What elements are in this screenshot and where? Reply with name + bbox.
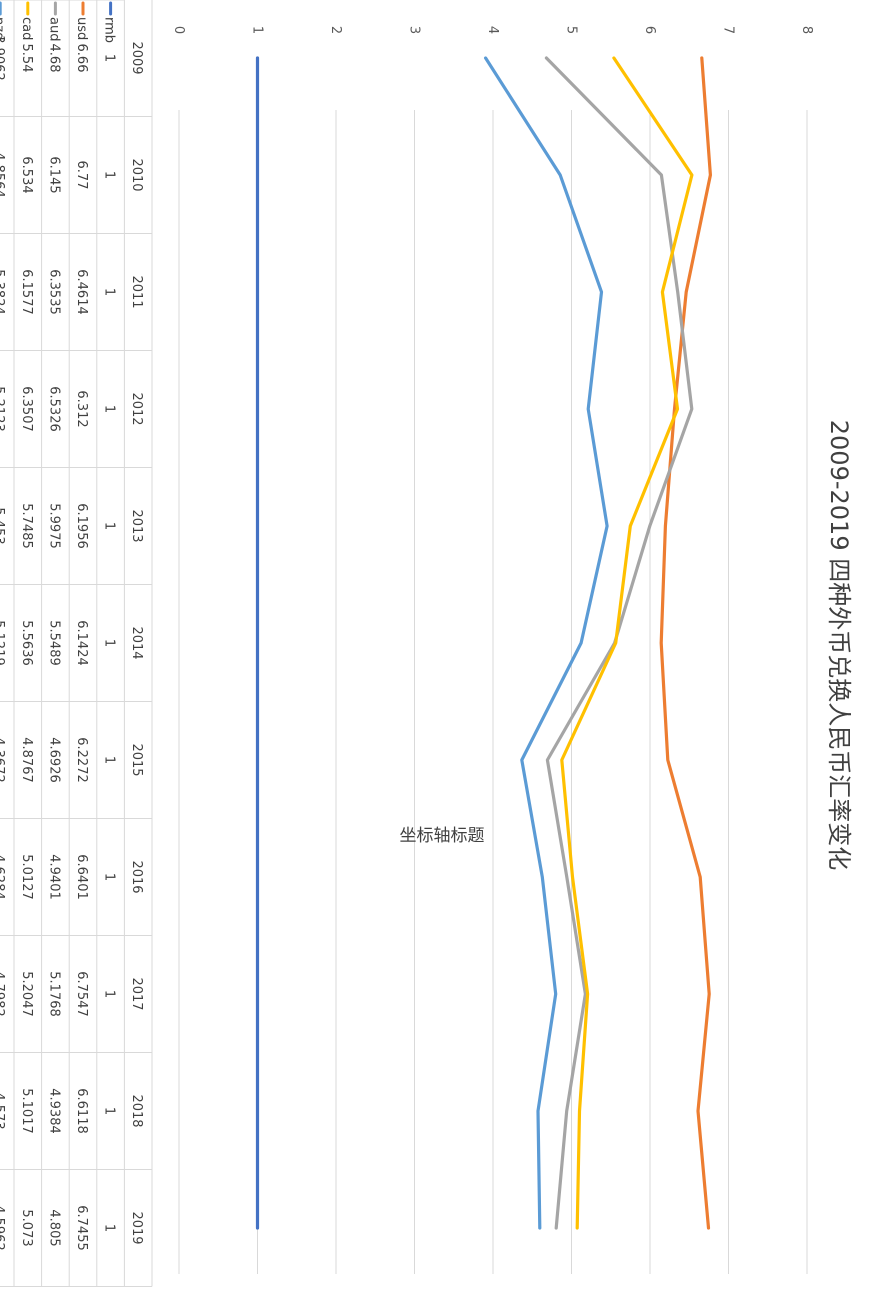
table-cell-usd: 6.7455 [74,1205,89,1251]
table-cell-usd: 6.7547 [74,971,89,1017]
y-tick-label: 0 [171,26,186,34]
table-cell-cad: 5.0127 [19,854,34,900]
table-header-category: 2017 [129,977,144,1010]
table-cell-cad: 4.8767 [19,737,34,783]
table-cell-aud: 5.1768 [46,971,61,1017]
y-tick-labels-layer: 0 1 2 3 4 5 6 7 8 [171,26,814,34]
y-tick-label: 2 [328,26,343,34]
chart-title: 2009-2019 四种外币兑换人民币汇率变化 [825,420,853,870]
table-cell-rmb: 1 [102,405,117,413]
table-cell-nzd: 5.1219 [0,620,6,666]
y-axis-title: 坐标轴标题 [400,826,485,846]
table-cell-rmb: 1 [102,639,117,647]
table-cell-nzd: 5.453 [0,507,6,544]
table-cell-cad: 6.3507 [19,386,34,432]
table-cell-aud: 4.68 [46,44,61,73]
table-cell-nzd: 5.3824 [0,269,6,315]
table-cell-aud: 4.805 [46,1209,61,1246]
table-cell-rmb: 1 [102,873,117,881]
legend-label-cad: cad [19,17,34,40]
table-cell-rmb: 1 [102,756,117,764]
table-cell-rmb: 1 [102,990,117,998]
table-cell-rmb: 1 [102,522,117,530]
table-header-category: 2013 [129,509,144,542]
table-cell-usd: 6.1956 [74,503,89,549]
y-tick-label: 8 [799,26,814,34]
legend-label-aud: aud [46,17,61,41]
table-cell-aud: 4.9401 [46,854,61,900]
series-line-aud [544,56,694,1230]
y-tick-label: 5 [564,26,579,34]
table-cell-cad: 5.7485 [19,503,34,549]
table-cell-nzd: 4.8564 [0,152,6,198]
table-cell-nzd: 3.9062 [0,35,6,81]
table-cell-rmb: 1 [102,54,117,62]
series-lines-layer [255,56,712,1230]
table-header-category: 2016 [129,860,144,893]
table-cell-aud: 6.145 [46,156,61,193]
table-cell-usd: 6.77 [74,161,89,190]
table-cell-rmb: 1 [102,1224,117,1232]
y-tick-label: 1 [250,26,265,34]
table-header-category: 2019 [129,1211,144,1244]
y-tick-label: 3 [407,26,422,34]
table-header-category: 2009 [129,41,144,74]
table-cell-aud: 4.6926 [46,737,61,783]
table-cell-aud: 6.3535 [46,269,61,315]
data-table-layer: 2009 2010 2011 2012 2013 2014 2015 2016 2017 2018… [0,0,153,1287]
table-cell-aud: 4.9384 [46,1088,61,1134]
table-cell-aud: 6.5326 [46,386,61,432]
table-cell-nzd: 4.3672 [0,737,6,783]
series-line-nzd [484,56,609,1230]
table-cell-aud: 5.9975 [46,503,61,549]
table-cell-nzd: 4.7982 [0,971,6,1017]
table-cell-rmb: 1 [102,171,117,179]
table-cell-aud: 5.5489 [46,620,61,666]
table-cell-nzd: 4.5962 [0,1205,6,1251]
table-cell-cad: 5.073 [19,1209,34,1246]
y-tick-label: 6 [642,26,657,34]
table-header-category: 2012 [129,392,144,425]
table-cell-cad: 5.1017 [19,1088,34,1134]
table-cell-cad: 5.2047 [19,971,34,1017]
table-header-category: 2010 [129,158,144,191]
y-tick-label: 4 [485,26,500,34]
table-cell-cad: 5.54 [19,44,34,73]
table-cell-rmb: 1 [102,1107,117,1115]
table-header-category: 2014 [129,626,144,659]
table-cell-nzd: 4.573 [0,1092,6,1129]
table-header-category: 2018 [129,1094,144,1127]
table-cell-nzd: 5.2123 [0,386,6,432]
table-cell-usd: 6.6118 [74,1088,89,1134]
table-cell-usd: 6.4614 [74,269,89,315]
legend-label-nzd: nzd [0,17,6,40]
table-cell-cad: 5.5636 [19,620,34,666]
table-header-category: 2015 [129,743,144,776]
legend-label-usd: usd [74,17,89,40]
table-cell-nzd: 4.6284 [0,854,6,900]
table-cell-usd: 6.6401 [74,854,89,900]
legend-label-rmb: rmb [102,17,117,43]
y-tick-label: 7 [721,26,736,34]
table-cell-cad: 6.534 [19,156,34,193]
gridlines-layer [178,110,808,1274]
table-cell-usd: 6.2272 [74,737,89,783]
table-cell-usd: 6.1424 [74,620,89,666]
table-cell-cad: 6.1577 [19,269,34,315]
table-cell-usd: 6.312 [74,390,89,427]
table-header-category: 2011 [129,275,144,308]
table-cell-usd: 6.66 [74,44,89,73]
table-cell-rmb: 1 [102,288,117,296]
